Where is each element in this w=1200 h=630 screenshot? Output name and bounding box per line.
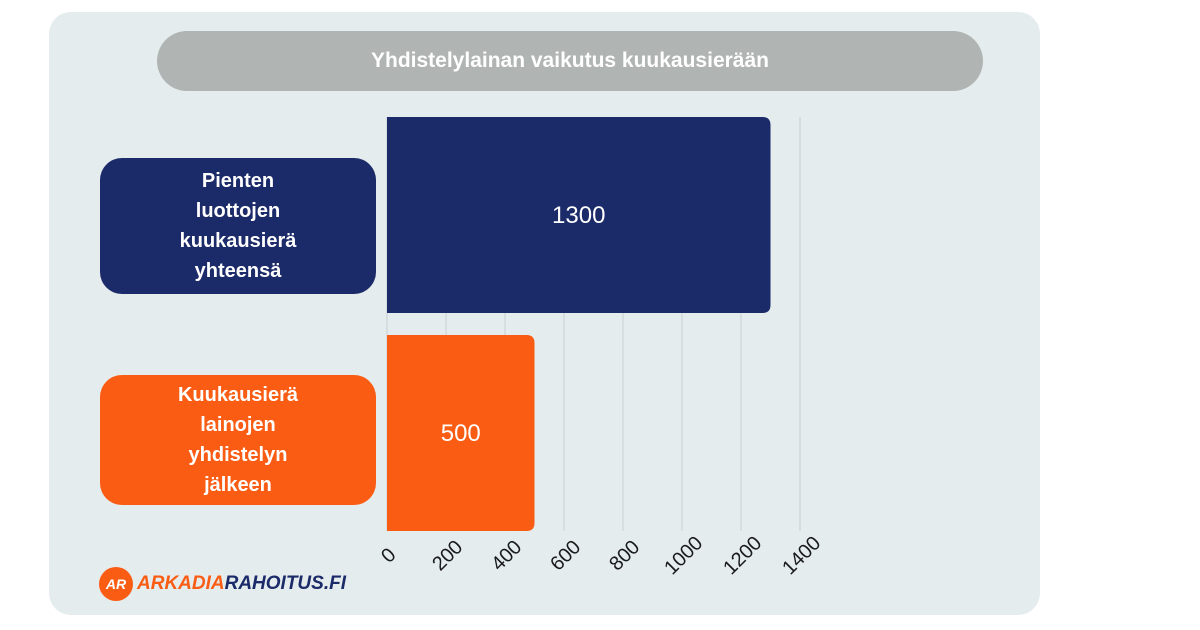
logo-word-arkadia: ARKADIA (137, 573, 225, 594)
bar-after (387, 335, 535, 531)
chart-title: Yhdistelylainan vaikutus kuukausierään (157, 31, 983, 91)
category-label-after-text: Kuukausierä lainojen yhdistelyn jälkeen (177, 384, 299, 496)
category-label-before: Pienten luottojen kuukausierä yhteensä (100, 158, 376, 294)
x-tick-label-400: 400 (487, 536, 526, 575)
x-tick-label-200: 200 (428, 536, 467, 575)
logo-badge-icon: AR (99, 567, 133, 601)
x-tick-label-0: 0 (377, 544, 400, 567)
bar-before (387, 117, 771, 313)
x-tick-label-1000: 1000 (660, 532, 707, 579)
bar-value-label-after: 500 (441, 420, 481, 447)
x-tick-label-800: 800 (605, 536, 644, 575)
bar-value-label-before: 1300 (552, 202, 605, 229)
chart-card (49, 12, 1040, 615)
category-label-before-text: Pienten luottojen kuukausierä yhteensä (179, 170, 297, 282)
brand-logo: AR ARKADIA RAHOITUS.FI (99, 567, 346, 601)
logo-word-rahoitus: RAHOITUS.FI (224, 573, 346, 594)
x-tick-label-600: 600 (546, 536, 585, 575)
category-label-after: Kuukausierä lainojen yhdistelyn jälkeen (100, 375, 376, 505)
x-tick-label-1400: 1400 (778, 532, 825, 579)
x-tick-label-1200: 1200 (719, 532, 766, 579)
